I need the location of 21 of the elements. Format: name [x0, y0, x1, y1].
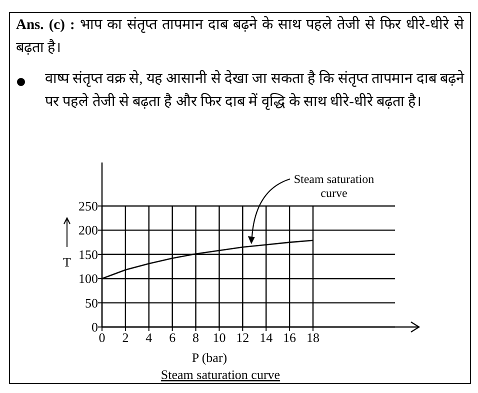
x-tick-label: 10 [212, 330, 226, 345]
y-tick-label: 50 [85, 295, 98, 310]
x-axis-title: P (bar) [192, 350, 228, 365]
x-tick-label: 18 [306, 330, 320, 345]
y-tick-label: 150 [78, 246, 98, 262]
x-tick-label: 2 [122, 330, 129, 345]
x-tick-label: 16 [283, 330, 297, 345]
x-tick-label: 4 [146, 330, 153, 345]
x-tick-label: 6 [169, 330, 176, 345]
y-axis-title: T [63, 254, 72, 270]
y-tick-label: 200 [78, 222, 98, 238]
y-tick-label: 100 [78, 271, 98, 286]
y-tick-label: 250 [78, 198, 98, 214]
x-tick-label: 12 [236, 330, 250, 345]
chart-subtitle: वाष्प संतृप्त वक्र से, यह आसानी से देखा जा सकता है कि संतृप्त तापमान दाब बढ़ने पर पहले तेजी से बढ़ता है और फिर दाब में वृद्धि के साथ धीरे-धीरे बढ़ता है। [45, 69, 464, 112]
y-tick-label: 0 [92, 320, 98, 334]
text: Steam saturation curve [160, 367, 280, 382]
x-tick-label: 8 [192, 330, 200, 345]
chart-title: Ans. (c) : भाप का संतृप्त तापमान दाब बढ़ने के साथ पहले तेजी से फिर धीरे-धीरे से बढ़ता है। [16, 17, 464, 56]
x-tick-label: 14 [260, 330, 274, 345]
annotation: Steam saturation curve [294, 172, 374, 200]
